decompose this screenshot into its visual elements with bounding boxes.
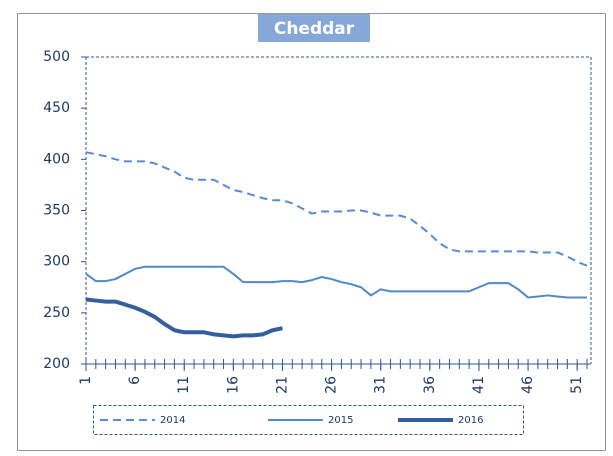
x-tick-label: 6 bbox=[127, 376, 143, 385]
x-tick-label: 1 bbox=[78, 376, 94, 385]
x-tick-label: 16 bbox=[225, 376, 241, 394]
y-tick-label: 500 bbox=[43, 49, 70, 65]
y-tick-label: 300 bbox=[43, 254, 70, 270]
legend-label: 2015 bbox=[328, 415, 353, 426]
chart-border bbox=[17, 13, 606, 451]
legend-label: 2016 bbox=[458, 415, 483, 426]
x-tick-label: 31 bbox=[373, 376, 389, 394]
legend-label: 2014 bbox=[160, 415, 185, 426]
y-tick-label: 400 bbox=[43, 151, 70, 167]
x-tick-label: 46 bbox=[520, 376, 536, 394]
series-line bbox=[85, 297, 283, 339]
y-tick-label: 200 bbox=[43, 356, 70, 372]
series-line bbox=[85, 151, 588, 267]
x-tick-label: 36 bbox=[422, 376, 438, 394]
x-tick-label: 41 bbox=[471, 376, 487, 394]
chart-title: Cheddar bbox=[274, 19, 355, 39]
y-tick-label: 450 bbox=[43, 100, 70, 116]
title-box bbox=[258, 14, 370, 42]
x-tick-label: 51 bbox=[569, 376, 585, 394]
x-tick-label: 26 bbox=[324, 376, 340, 394]
series-line bbox=[85, 265, 587, 299]
x-tick-label: 11 bbox=[176, 376, 192, 394]
x-tick-label: 21 bbox=[274, 376, 290, 394]
y-tick-label: 250 bbox=[43, 305, 70, 321]
legend-box bbox=[93, 405, 524, 435]
y-tick-label: 350 bbox=[43, 203, 70, 219]
